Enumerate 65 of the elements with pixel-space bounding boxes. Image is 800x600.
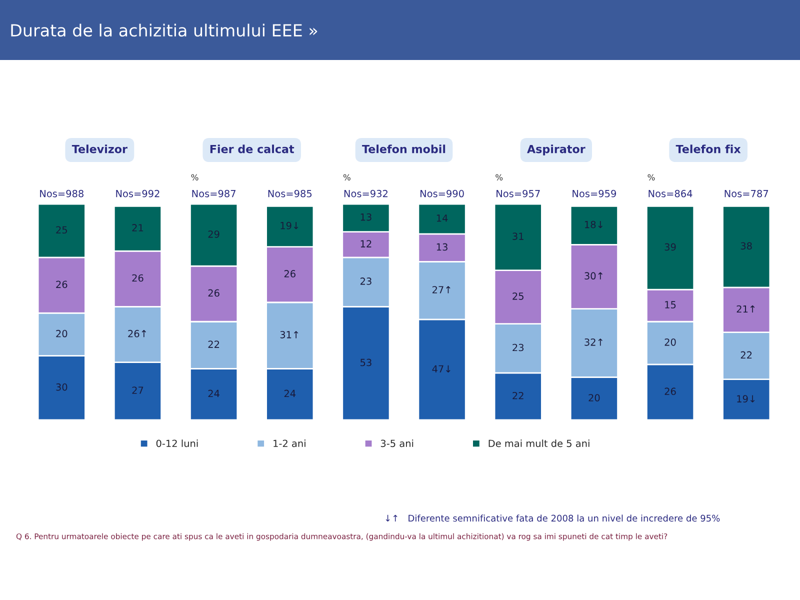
x-tick-label: Nos=957	[496, 190, 540, 198]
data-label: 13	[360, 213, 372, 221]
data-label: 25	[56, 226, 67, 234]
data-label: 26↑	[128, 330, 146, 338]
data-label: 15	[665, 301, 676, 308]
legend-label: 1-2 ani	[274, 440, 306, 448]
data-label: 32↑	[584, 338, 602, 346]
data-label: 23	[512, 344, 524, 352]
data-label: 26	[208, 289, 220, 297]
legend-label: 0-12 luni	[156, 440, 198, 448]
text: %	[343, 174, 350, 180]
text: Aspirator	[527, 144, 586, 156]
data-label: 21↑	[736, 305, 755, 313]
x-tick-label: Nos=987	[192, 190, 236, 198]
data-label: 26	[284, 270, 296, 278]
text: Telefon fix	[676, 144, 741, 154]
data-label: 19↓	[280, 222, 298, 230]
chart-title: Durata de la achizitia ultimului EEE »	[11, 24, 318, 37]
data-label: 26	[664, 388, 676, 396]
text: %	[191, 174, 198, 180]
data-label: 20	[664, 338, 676, 346]
data-label: 22	[740, 351, 752, 359]
data-label: 38	[740, 242, 752, 250]
data-label: 29	[208, 230, 220, 238]
data-label: 25	[512, 292, 524, 300]
data-label: 12	[360, 240, 372, 248]
legend-label: 3-5 ani	[380, 440, 414, 448]
data-label: 39	[664, 243, 676, 251]
data-label: 27	[132, 386, 144, 394]
data-label: 21	[132, 224, 144, 232]
data-label: 24	[208, 390, 220, 398]
data-label: 26	[56, 280, 68, 288]
data-label: 24	[284, 390, 296, 398]
data-label: 47↓	[432, 365, 450, 372]
text: ↓↑ Diferente semnificative fata de 2008 la un nivel de incredere de 95%	[386, 514, 720, 522]
data-label: 19↓	[737, 395, 755, 403]
x-tick-label: Nos=992	[116, 190, 160, 198]
x-tick-label: Nos=988	[40, 190, 84, 198]
x-tick-label: Nos=959	[572, 190, 616, 198]
data-label: 23	[360, 278, 372, 285]
data-label: 30↑	[584, 272, 602, 280]
legend-label: De mai mult de 5 ani	[488, 440, 590, 448]
data-label: 20	[56, 330, 68, 338]
text: Fier de calcat	[210, 144, 294, 154]
data-label: 14	[436, 214, 448, 222]
text: Telefon mobil	[362, 144, 446, 154]
text: Televizor	[72, 144, 128, 154]
data-label: 53	[360, 358, 372, 366]
x-tick-label: Nos=932	[344, 190, 388, 198]
data-label: 22	[208, 340, 220, 348]
data-label: 18↓	[585, 220, 602, 228]
data-label: 22	[512, 392, 524, 400]
text: %	[648, 174, 655, 180]
text: %	[496, 174, 503, 180]
x-tick-label: Nos=985	[268, 190, 312, 198]
data-label: 27↑	[432, 286, 450, 294]
x-tick-label: Nos=787	[724, 190, 768, 198]
x-tick-label: Nos=864	[648, 190, 692, 198]
data-label: 31↑	[280, 330, 298, 338]
data-label: 31	[512, 232, 524, 240]
x-tick-label: Nos=990	[420, 190, 464, 198]
data-label: 13	[436, 243, 448, 251]
data-label: 30	[56, 383, 68, 391]
data-label: 26	[132, 274, 144, 282]
data-label: 20	[588, 394, 600, 402]
